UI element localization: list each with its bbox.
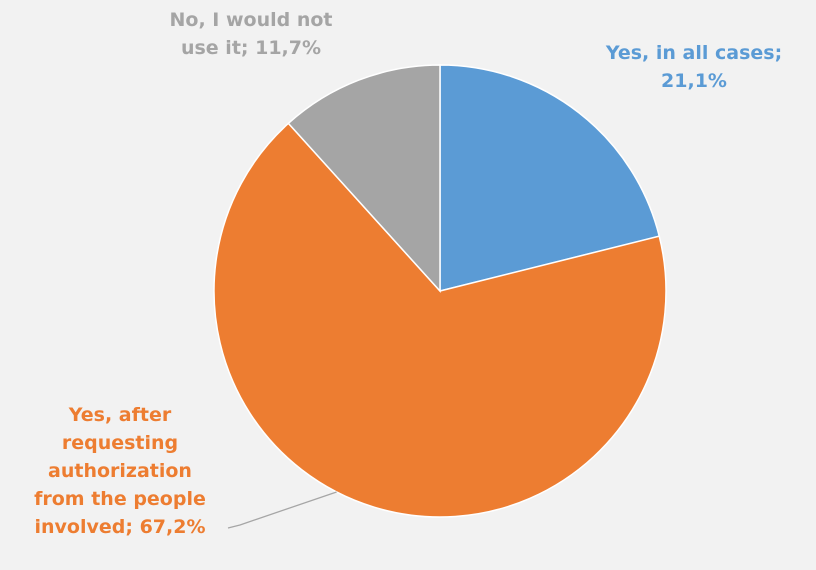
pie-slice-1 — [439, 64, 661, 292]
leader-line-2 — [227, 491, 337, 529]
pie-slice-2 — [213, 122, 667, 518]
slice-label-1: Yes, in all cases; 21,1% — [605, 42, 782, 92]
slice-label-line: requesting — [62, 432, 178, 454]
slice-label-line: Yes, in all cases; — [605, 42, 782, 64]
slice-label-3: No, I would not use it; 11,7% — [170, 9, 333, 59]
leader-lines — [227, 491, 337, 529]
slice-label-line: No, I would not — [170, 9, 333, 31]
slice-labels: Yes, in all cases; 21,1% Yes, after request… — [34, 9, 782, 538]
pie-slice-3 — [287, 64, 441, 293]
slice-label-line: authorization — [48, 460, 192, 482]
slice-label-line: 21,1% — [661, 70, 727, 92]
slice-label-line: from the people — [34, 488, 206, 510]
slice-label-line: Yes, after — [68, 404, 172, 426]
slice-label-line: involved; 67,2% — [35, 516, 206, 538]
pie-slices — [213, 64, 667, 518]
slice-label-2: Yes, after requesting authorization from th… — [34, 404, 206, 538]
slice-label-line: use it; 11,7% — [181, 37, 321, 59]
